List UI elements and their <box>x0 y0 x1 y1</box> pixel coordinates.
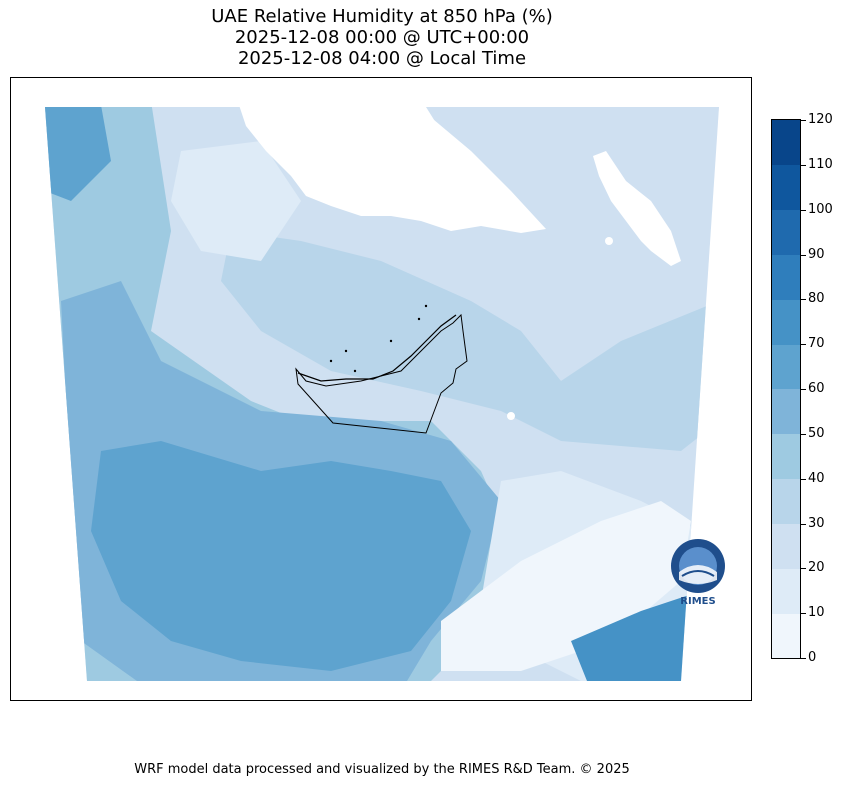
colorbar-segment <box>772 523 800 569</box>
colorbar-tick-label: 100 <box>808 201 833 217</box>
colorbar-tick-label: 110 <box>808 156 833 172</box>
colorbar-tick-mark <box>801 389 806 390</box>
island <box>424 304 428 308</box>
colorbar-segment <box>772 120 800 166</box>
colorbar-tick-mark <box>801 478 806 480</box>
humidity-map <box>45 99 719 681</box>
humidity-band-10 <box>441 501 691 671</box>
colorbar-tick-label: 20 <box>808 560 825 576</box>
colorbar-tick-label: 50 <box>808 425 825 441</box>
colorbar-tick-mark <box>801 164 806 166</box>
colorbar-tick-label: 90 <box>808 246 825 262</box>
colorbar-tick-mark <box>801 568 806 570</box>
title-line-1: UAE Relative Humidity at 850 hPa (%) <box>211 6 553 27</box>
colorbar-segment <box>772 389 800 435</box>
chart-title: UAE Relative Humidity at 850 hPa (%) 202… <box>10 6 754 69</box>
colorbar-segment <box>772 164 800 211</box>
island <box>344 349 348 353</box>
colorbar-segment <box>772 344 800 390</box>
no-data-region-oman-mountains <box>593 151 681 266</box>
island <box>353 369 357 373</box>
island <box>389 339 393 343</box>
colorbar-tick-label: 80 <box>808 291 825 307</box>
colorbar-tick-mark <box>801 523 806 525</box>
colorbar-tick-label: 60 <box>808 381 825 396</box>
map-frame <box>10 77 752 701</box>
colorbar-tick-mark <box>801 433 806 435</box>
rimes-seal-icon <box>671 539 725 593</box>
humidity-band-50-northwest <box>45 107 111 201</box>
colorbar-segment <box>772 299 800 345</box>
colorbar-segment <box>772 254 800 300</box>
colorbar-segment <box>772 478 800 524</box>
colorbar-tick-label: 120 <box>808 112 833 127</box>
colorbar-tick-mark <box>801 120 806 121</box>
colorbar-segment <box>772 613 800 659</box>
no-data-spot <box>596 156 606 166</box>
island <box>417 317 421 321</box>
colorbar-tick-mark <box>801 254 806 256</box>
footer-credit: WRF model data processed and visualized … <box>134 762 630 777</box>
island <box>329 359 333 363</box>
colorbar-tick-label: 40 <box>808 470 825 486</box>
colorbar <box>771 119 801 659</box>
colorbar-tick-label: 10 <box>808 605 825 621</box>
colorbar-tick-label: 30 <box>808 515 825 531</box>
logo-text: RIMES <box>680 596 716 607</box>
colorbar-tick-mark <box>801 613 806 615</box>
colorbar-tick-mark <box>801 209 806 211</box>
no-data-region-north-islands <box>331 99 441 141</box>
colorbar-tick-mark <box>801 658 806 659</box>
colorbar-segment <box>772 209 800 255</box>
colorbar-tick-label: 0 <box>808 650 817 665</box>
title-line-2: 2025-12-08 00:00 @ UTC+00:00 <box>234 27 530 48</box>
title-line-3: 2025-12-08 04:00 @ Local Time <box>237 48 527 69</box>
colorbar-segment <box>772 568 800 614</box>
colorbar-tick-mark <box>801 344 806 346</box>
humidity-band-60-southeast <box>571 591 701 681</box>
no-data-spot <box>507 412 515 420</box>
uae-coastline <box>297 314 457 382</box>
humidity-band-light-north <box>171 141 301 261</box>
no-data-region-iran <box>237 99 546 233</box>
uae-border <box>295 313 468 434</box>
colorbar-tick-label: 70 <box>808 336 825 352</box>
colorbar-tick-mark <box>801 299 806 301</box>
humidity-band-60 <box>91 441 471 671</box>
colorbar-segment <box>772 433 800 480</box>
rimes-logo: RIMES <box>668 536 728 610</box>
humidity-band-30-north <box>221 231 719 451</box>
no-data-spot <box>605 237 613 245</box>
